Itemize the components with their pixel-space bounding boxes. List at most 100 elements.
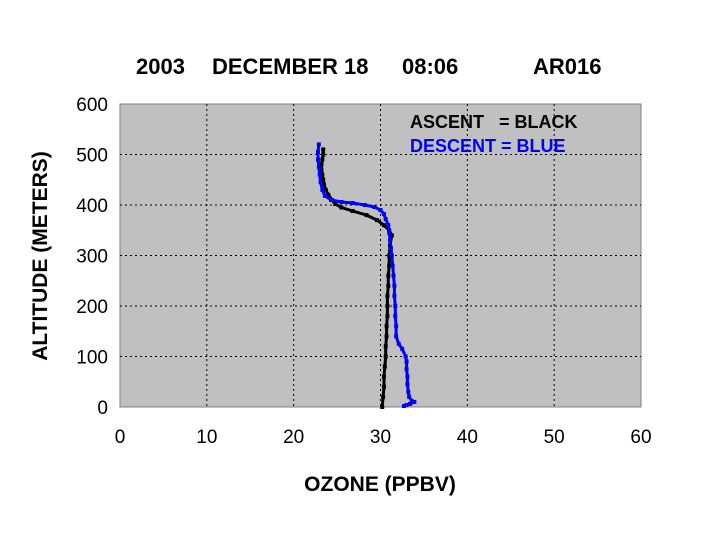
ascent-point xyxy=(319,167,324,172)
descent-point xyxy=(403,354,408,359)
descent-point xyxy=(392,283,397,288)
legend-descent: DESCENT = BLUE xyxy=(410,136,566,156)
descent-point xyxy=(383,217,388,222)
y-tick-label: 600 xyxy=(76,95,108,116)
x-tick-label: 10 xyxy=(196,427,217,448)
ascent-point xyxy=(381,374,386,379)
ascent-point xyxy=(385,293,390,298)
ascent-point xyxy=(321,147,326,152)
data-series xyxy=(315,142,417,409)
descent-point xyxy=(388,245,393,250)
descent-point xyxy=(393,304,398,308)
ascent-point xyxy=(381,384,386,389)
descent-point xyxy=(322,193,327,198)
x-axis-title: OZONE (PPBV) xyxy=(304,473,456,496)
ascent-point xyxy=(384,334,389,339)
ascent-point xyxy=(350,209,355,214)
descent-point xyxy=(407,394,412,399)
descent-point xyxy=(316,142,321,147)
descent-point xyxy=(408,401,413,406)
descent-point xyxy=(393,314,398,319)
ascent-point xyxy=(323,187,328,192)
descent-point xyxy=(372,205,377,210)
ascent-point xyxy=(387,253,392,258)
y-axis-ticks: 0 100 200 300 400 500 600 xyxy=(76,95,108,419)
x-tick-label: 60 xyxy=(630,427,651,448)
chart-title-year: 2003 xyxy=(136,54,185,79)
y-tick-label: 200 xyxy=(76,297,108,318)
ascent-point xyxy=(381,394,386,399)
ascent-point xyxy=(389,233,394,238)
descent-point xyxy=(388,238,393,243)
ascent-point xyxy=(364,213,369,218)
y-tick-label: 500 xyxy=(76,146,108,167)
ascent-point xyxy=(387,263,392,268)
legend-ascent: ASCENT = BLACK xyxy=(410,112,578,132)
ascent-point xyxy=(375,218,380,223)
ascent-point xyxy=(386,273,391,278)
descent-point xyxy=(320,187,325,192)
ascent-point xyxy=(386,283,391,288)
ascent-point xyxy=(385,304,390,308)
descent-point xyxy=(386,223,391,228)
chart-title-date: DECEMBER 18 xyxy=(212,54,368,79)
descent-point xyxy=(391,273,396,278)
y-axis-title: ALTITUDE (METERS) xyxy=(29,151,52,361)
y-tick-label: 100 xyxy=(76,348,108,369)
x-tick-label: 30 xyxy=(370,427,391,448)
ascent-point xyxy=(322,182,327,187)
descent-point xyxy=(316,165,321,170)
descent-point xyxy=(394,334,399,339)
descent-point xyxy=(390,263,395,268)
x-tick-label: 20 xyxy=(283,427,304,448)
descent-point xyxy=(318,180,323,185)
descent-point xyxy=(317,172,322,177)
descent-point xyxy=(404,359,409,364)
ascent-point xyxy=(383,354,388,359)
y-tick-label: 0 xyxy=(97,398,108,419)
ascent-point xyxy=(320,157,325,162)
descent-point xyxy=(412,399,417,404)
descent-point xyxy=(315,157,320,162)
ascent-point xyxy=(384,324,389,329)
ascent-point xyxy=(381,223,386,228)
descent-point xyxy=(339,199,344,204)
descent-point xyxy=(405,382,410,387)
ascent-point xyxy=(339,205,344,210)
descent-point xyxy=(350,200,355,205)
grid-lines xyxy=(120,104,641,407)
ascent-point xyxy=(321,177,326,182)
descent-point xyxy=(404,402,409,407)
descent-point xyxy=(315,149,320,154)
descent-point xyxy=(389,253,394,258)
ascent-point xyxy=(380,405,385,409)
descent-point xyxy=(409,398,414,403)
x-tick-label: 50 xyxy=(544,427,565,448)
descent-point xyxy=(401,403,406,408)
descent-point xyxy=(396,341,401,346)
x-tick-label: 0 xyxy=(115,427,126,448)
descent-point xyxy=(404,367,409,372)
chart-title-id: AR016 xyxy=(533,54,601,79)
descent-point xyxy=(400,346,405,351)
ascent-point xyxy=(320,172,325,177)
ascent-point xyxy=(326,192,331,197)
y-tick-label: 300 xyxy=(76,247,108,268)
descent-point xyxy=(394,324,399,329)
descent-point xyxy=(362,203,367,207)
x-axis-ticks: 0 10 20 30 40 50 60 xyxy=(115,427,652,448)
x-tick-label: 40 xyxy=(457,427,478,448)
ascent-point xyxy=(383,344,388,349)
descent-point xyxy=(392,293,397,298)
ascent-point xyxy=(333,201,338,206)
descent-point xyxy=(378,208,383,213)
descent-point xyxy=(329,197,334,202)
y-tick-label: 400 xyxy=(76,196,108,217)
ascent-point xyxy=(319,162,324,167)
chart-title-time: 08:06 xyxy=(402,54,458,79)
ascent-point xyxy=(385,314,390,319)
ascent-point xyxy=(382,364,387,369)
descent-point xyxy=(405,374,410,379)
descent-point xyxy=(381,212,386,217)
